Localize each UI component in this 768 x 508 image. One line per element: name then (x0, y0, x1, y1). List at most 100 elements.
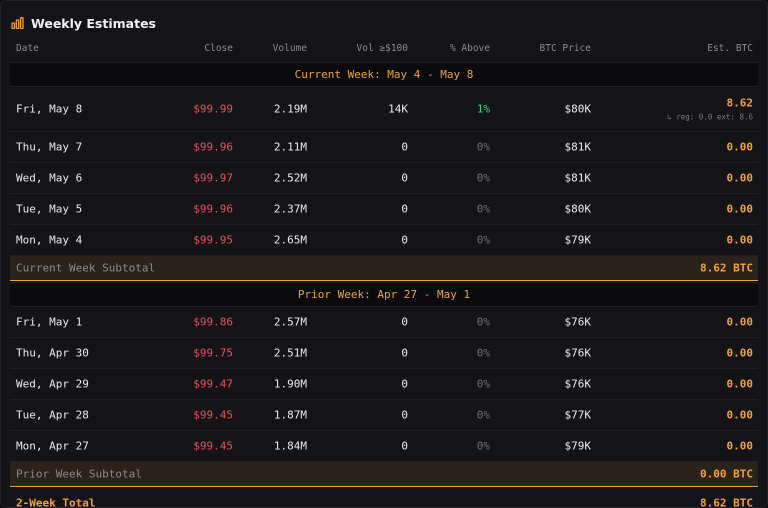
row-vol100: 0 (401, 346, 408, 360)
row-est-value: 0.00 (726, 377, 754, 391)
bar-chart-icon (11, 17, 24, 29)
row-est-value: 0.00 (726, 202, 754, 216)
row-est-value: 0.00 (726, 408, 754, 422)
row-above: 0% (476, 346, 490, 360)
table-row: Mon, May 4 $99.95 2.65M 0 0% $79K 0.00 (10, 225, 758, 256)
row-est-value: 0.00 (726, 346, 754, 360)
column-header-row: Date Close Volume Vol ≥$100 % Above BTC … (10, 43, 758, 57)
row-btc-price: $77K (564, 408, 592, 422)
prior-week-label: Prior Week: Apr 27 - May 1 (297, 288, 471, 301)
row-volume: 1.90M (273, 377, 307, 391)
row-vol100: 0 (401, 233, 408, 247)
subtotal-label: Current Week Subtotal (16, 261, 156, 275)
panel-title: Weekly Estimates (31, 15, 156, 31)
row-date: Tue, Apr 28 (16, 408, 89, 422)
row-date: Wed, May 6 (16, 171, 83, 185)
row-above: 0% (476, 233, 490, 247)
row-est-value: 0.00 (726, 140, 754, 154)
row-est-value: 8.62 (726, 96, 754, 110)
prior-week-header: Prior Week: Apr 27 - May 1 (10, 282, 758, 307)
current-week-label: Current Week: May 4 - May 8 (294, 68, 474, 81)
row-date: Wed, Apr 29 (16, 377, 89, 391)
row-volume: 2.11M (273, 140, 307, 154)
prior-week-subtotal-row: Prior Week Subtotal 0.00 BTC (10, 462, 758, 487)
row-volume: 2.19M (273, 102, 307, 116)
row-above: 0% (476, 377, 490, 391)
row-close: $99.96 (193, 140, 233, 154)
table-row: Wed, May 6 $99.97 2.52M 0 0% $81K 0.00 (10, 163, 758, 194)
row-close: $99.45 (193, 439, 233, 453)
row-vol100: 0 (401, 140, 408, 154)
col-btc-price: BTC Price (539, 43, 591, 54)
row-btc-price: $76K (564, 377, 592, 391)
table-row: Thu, May 7 $99.96 2.11M 0 0% $81K 0.00 (10, 132, 758, 163)
subtotal-value: 8.62 BTC (700, 261, 753, 275)
col-close: Close (204, 43, 233, 54)
row-vol100: 0 (401, 171, 408, 185)
row-btc-price: $80K (564, 202, 592, 216)
row-est-value: 0.00 (726, 315, 754, 329)
row-close: $99.45 (193, 408, 233, 422)
current-week-subtotal-row: Current Week Subtotal 8.62 BTC (10, 256, 758, 281)
row-above: 0% (476, 202, 490, 216)
row-vol100: 0 (401, 315, 408, 329)
row-vol100: 0 (401, 202, 408, 216)
row-above: 0% (476, 408, 490, 422)
row-btc-price: $81K (564, 140, 592, 154)
row-volume: 1.87M (273, 408, 307, 422)
row-est-breakdown: ↳ reg: 0.0 ext: 8.6 (667, 112, 753, 122)
table-row: Fri, May 1 $99.86 2.57M 0 0% $76K 0.00 (10, 307, 758, 338)
col-vol100: Vol ≥$100 (356, 43, 408, 54)
row-volume: 2.37M (273, 202, 307, 216)
row-close: $99.47 (193, 377, 233, 391)
row-date: Fri, May 8 (16, 102, 83, 116)
row-volume: 2.51M (273, 346, 307, 360)
table-row: Fri, May 8 $99.99 2.19M 14K 1% $80K 8.62… (10, 87, 758, 132)
two-week-total-row: 2-Week Total 8.62 BTC (10, 493, 758, 508)
col-above: % Above (449, 43, 490, 54)
row-btc-price: $76K (564, 346, 592, 360)
row-est-value: 0.00 (726, 233, 754, 247)
row-date: Mon, May 4 (16, 233, 83, 247)
row-date: Mon, Apr 27 (16, 439, 89, 453)
row-above: 1% (476, 102, 490, 116)
subtotal-label: Prior Week Subtotal (16, 467, 142, 481)
row-date: Tue, May 5 (16, 202, 83, 216)
subtotal-value: 0.00 BTC (700, 467, 753, 481)
row-btc-price: $79K (564, 439, 592, 453)
table-row: Tue, Apr 28 $99.45 1.87M 0 0% $77K 0.00 (10, 400, 758, 431)
table-row: Mon, Apr 27 $99.45 1.84M 0 0% $79K 0.00 (10, 431, 758, 462)
row-vol100: 0 (401, 439, 408, 453)
row-above: 0% (476, 315, 490, 329)
current-week-header: Current Week: May 4 - May 8 (10, 62, 758, 87)
total-value: 8.62 BTC (700, 496, 753, 508)
row-vol100: 0 (401, 377, 408, 391)
table-row: Thu, Apr 30 $99.75 2.51M 0 0% $76K 0.00 (10, 338, 758, 369)
col-date: Date (16, 43, 39, 54)
col-est-btc: Est. BTC (707, 43, 753, 54)
row-date: Thu, Apr 30 (16, 346, 89, 360)
col-volume: Volume (272, 43, 307, 54)
row-date: Fri, May 1 (16, 315, 83, 329)
row-btc-price: $80K (564, 102, 592, 116)
row-close: $99.75 (193, 346, 233, 360)
total-label: 2-Week Total (16, 496, 96, 508)
row-close: $99.97 (193, 171, 233, 185)
row-vol100: 0 (401, 408, 408, 422)
row-close: $99.96 (193, 202, 233, 216)
row-volume: 2.57M (273, 315, 307, 329)
row-date: Thu, May 7 (16, 140, 83, 154)
row-close: $99.99 (193, 102, 233, 116)
table-row: Tue, May 5 $99.96 2.37M 0 0% $80K 0.00 (10, 194, 758, 225)
table-row: Wed, Apr 29 $99.47 1.90M 0 0% $76K 0.00 (10, 369, 758, 400)
row-volume: 1.84M (273, 439, 307, 453)
row-above: 0% (476, 171, 490, 185)
row-vol100: 14K (388, 102, 408, 116)
row-close: $99.95 (193, 233, 233, 247)
row-btc-price: $81K (564, 171, 592, 185)
row-est-value: 0.00 (726, 171, 754, 185)
row-volume: 2.52M (273, 171, 307, 185)
row-above: 0% (476, 439, 490, 453)
row-btc-price: $76K (564, 315, 592, 329)
